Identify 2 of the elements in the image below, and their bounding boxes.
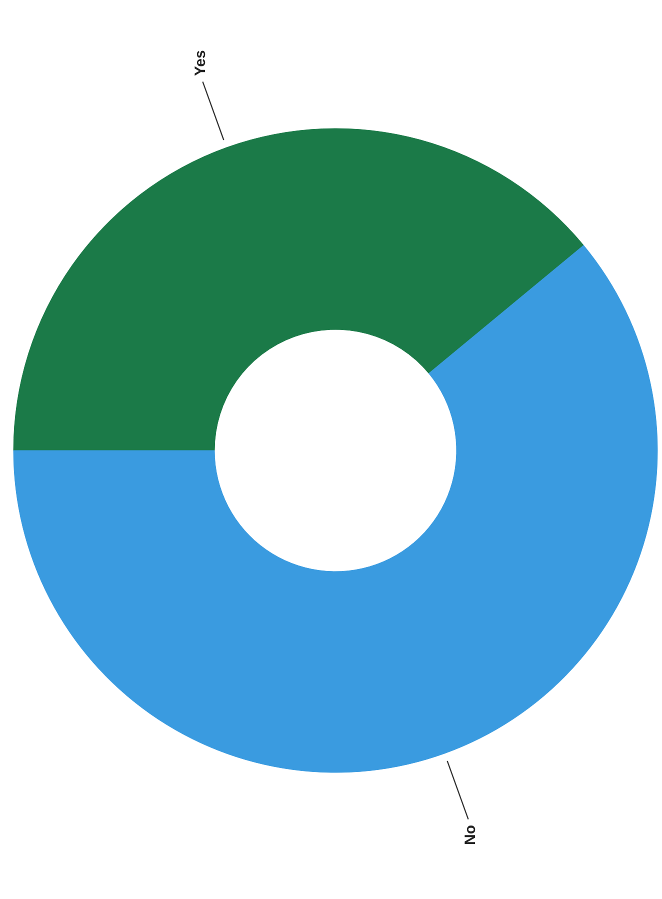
slice-label: No bbox=[462, 824, 479, 845]
slice-label: Yes bbox=[192, 50, 210, 76]
